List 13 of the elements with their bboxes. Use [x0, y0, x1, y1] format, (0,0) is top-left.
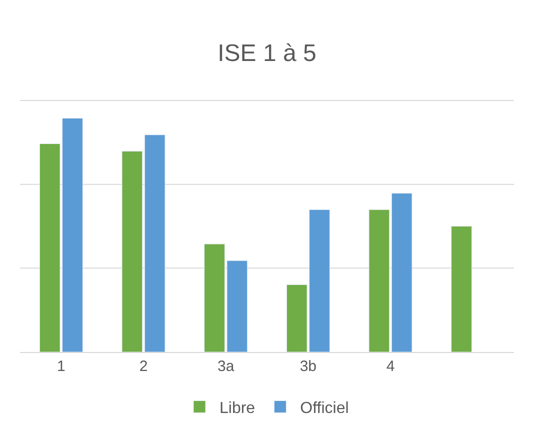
- bar: [368, 209, 390, 352]
- legend-label: Officiel: [300, 400, 349, 417]
- x-tick-label: 3a: [217, 358, 235, 375]
- x-tick-label: 3b: [300, 358, 317, 375]
- x-tick-label: 2: [139, 358, 148, 375]
- bar: [122, 150, 143, 352]
- chart-title: ISE 1 à 5: [218, 40, 316, 67]
- bar: [144, 134, 166, 352]
- x-tick-label: 4: [386, 358, 395, 375]
- legend-label: Libre: [220, 400, 256, 417]
- bar: [451, 226, 472, 352]
- x-tick-label: 1: [57, 358, 66, 375]
- bar: [391, 193, 412, 352]
